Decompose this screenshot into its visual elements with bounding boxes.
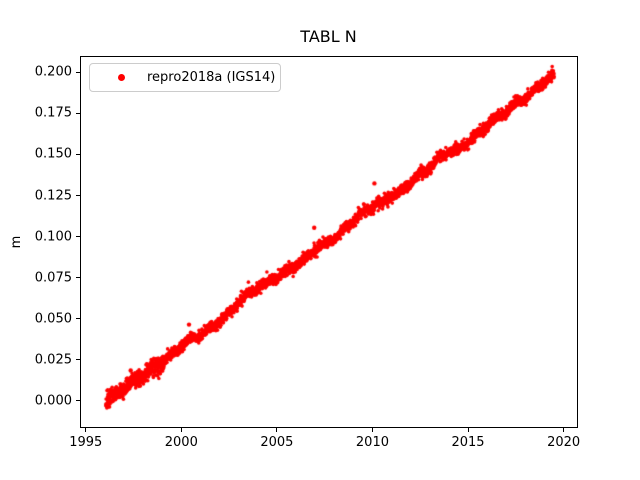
y-axis-tick	[76, 195, 80, 197]
y-axis-tick	[76, 359, 80, 361]
y-axis-tick	[76, 236, 80, 238]
y-axis-tick	[76, 153, 80, 155]
legend-label: repro2018a (IGS14)	[147, 70, 276, 85]
y-axis-tick-label: 0.025	[34, 352, 72, 368]
y-axis-tick	[76, 277, 80, 279]
x-axis-tick	[563, 428, 565, 432]
x-axis-tick-label: 2015	[451, 435, 485, 450]
x-axis-tick	[276, 428, 278, 432]
legend-marker-dot-icon	[118, 74, 125, 81]
y-axis-tick	[76, 318, 80, 320]
x-axis-tick-label: 2005	[260, 435, 294, 450]
y-axis-tick	[76, 71, 80, 73]
x-axis-tick-label: 1995	[69, 435, 103, 450]
y-axis-tick	[76, 400, 80, 402]
x-axis-tick-label: 2000	[164, 435, 198, 450]
x-axis-tick	[371, 428, 373, 432]
y-axis-tick-label: 0.125	[34, 188, 72, 204]
x-axis-tick	[467, 428, 469, 432]
x-axis-tick-label: 2020	[547, 435, 581, 450]
y-axis-tick-label: 0.100	[34, 229, 72, 245]
y-axis-tick-label: 0.175	[34, 105, 72, 121]
scatter-canvas	[81, 57, 578, 428]
y-axis-tick-label: 0.050	[34, 311, 72, 327]
y-axis-tick-label: 0.000	[34, 393, 72, 409]
y-axis-tick	[76, 112, 80, 114]
y-axis-tick-label: 0.200	[34, 64, 72, 80]
x-axis-tick	[85, 428, 87, 432]
legend: repro2018a (IGS14)	[89, 63, 281, 92]
x-axis-tick-label: 2010	[355, 435, 389, 450]
plot-title: TABL N	[300, 27, 357, 46]
y-axis-tick-label: 0.075	[34, 270, 72, 286]
y-axis-tick-label: 0.150	[34, 146, 72, 162]
x-axis-tick	[180, 428, 182, 432]
